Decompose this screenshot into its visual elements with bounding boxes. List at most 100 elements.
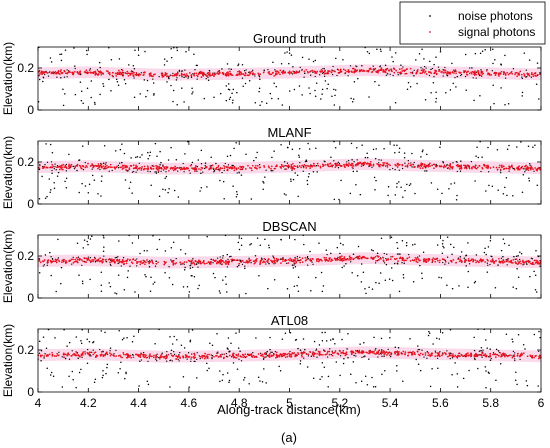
noise-photon bbox=[175, 159, 178, 161]
signal-photon bbox=[259, 73, 262, 76]
noise-photon bbox=[360, 263, 363, 265]
signal-photon bbox=[47, 259, 50, 261]
signal-photon bbox=[490, 74, 493, 76]
signal-photon bbox=[337, 258, 340, 261]
noise-photon bbox=[57, 238, 59, 241]
noise-photon bbox=[79, 81, 82, 83]
y-ticks: 00.2 bbox=[17, 249, 541, 305]
noise-photon bbox=[87, 243, 89, 246]
signal-photon bbox=[270, 165, 273, 168]
signal-photon bbox=[92, 165, 95, 168]
noise-photon bbox=[99, 93, 101, 96]
signal-photon bbox=[227, 263, 230, 265]
signal-photon bbox=[129, 74, 132, 76]
signal-photon bbox=[401, 258, 404, 261]
signal-photon bbox=[118, 261, 121, 264]
signal-photon bbox=[316, 258, 318, 260]
noise-photon bbox=[513, 167, 515, 170]
noise-photon bbox=[91, 168, 93, 170]
noise-photon bbox=[129, 265, 131, 267]
signal-photon bbox=[268, 72, 270, 75]
noise-photon bbox=[514, 379, 517, 382]
photon-points bbox=[38, 234, 542, 295]
signal-photon bbox=[197, 260, 199, 263]
noise-photon bbox=[126, 276, 129, 279]
signal-photon bbox=[424, 165, 427, 168]
signal-photon bbox=[369, 164, 371, 167]
signal-photon bbox=[338, 164, 340, 166]
noise-photon bbox=[468, 369, 470, 372]
signal-photon bbox=[423, 69, 426, 71]
signal-photon bbox=[415, 258, 418, 261]
noise-photon bbox=[42, 336, 45, 338]
noise-photon bbox=[261, 381, 264, 383]
signal-photon bbox=[283, 72, 286, 74]
signal-photon bbox=[132, 71, 135, 73]
noise-photon bbox=[86, 362, 89, 365]
signal-photon bbox=[424, 260, 427, 262]
signal-photon bbox=[322, 353, 324, 356]
noise-photon bbox=[131, 171, 134, 173]
signal-photon bbox=[382, 351, 384, 354]
signal-photon bbox=[88, 69, 91, 71]
signal-photon bbox=[280, 262, 282, 264]
noise-photon bbox=[346, 161, 348, 163]
noise-photon bbox=[516, 267, 518, 270]
signal-photon bbox=[417, 258, 420, 260]
signal-photon bbox=[277, 72, 280, 74]
signal-photon bbox=[94, 70, 97, 73]
noise-photon bbox=[261, 100, 263, 103]
noise-photon bbox=[516, 383, 518, 386]
noise-photon bbox=[343, 357, 345, 360]
noise-photon bbox=[155, 358, 157, 360]
noise-photon bbox=[390, 256, 392, 258]
signal-photon bbox=[97, 163, 100, 165]
signal-photon bbox=[286, 355, 289, 358]
signal-photon bbox=[386, 164, 389, 167]
noise-photon bbox=[465, 265, 467, 267]
noise-photon bbox=[189, 340, 191, 343]
signal-photon bbox=[91, 259, 94, 261]
noise-photon bbox=[279, 370, 282, 372]
noise-photon bbox=[441, 242, 444, 245]
signal-photon bbox=[475, 261, 477, 264]
signal-photon bbox=[351, 166, 354, 168]
signal-photon bbox=[199, 260, 202, 263]
noise-photon bbox=[62, 88, 64, 90]
signal-photon bbox=[285, 168, 288, 170]
signal-photon bbox=[138, 167, 141, 170]
signal-photon bbox=[201, 72, 204, 75]
noise-photon bbox=[329, 339, 332, 341]
signal-photon bbox=[500, 353, 503, 356]
noise-photon bbox=[209, 70, 211, 72]
signal-photon bbox=[535, 261, 538, 263]
noise-photon bbox=[306, 179, 309, 182]
noise-photon bbox=[123, 78, 126, 81]
signal-photon bbox=[215, 262, 218, 265]
signal-photon bbox=[403, 70, 406, 73]
signal-photon bbox=[465, 71, 468, 74]
noise-photon bbox=[451, 253, 453, 255]
noise-photon bbox=[391, 279, 394, 282]
signal-photon bbox=[223, 353, 226, 356]
noise-photon bbox=[435, 163, 437, 166]
signal-photon bbox=[401, 67, 403, 70]
noise-photon bbox=[295, 338, 298, 341]
noise-photon bbox=[171, 360, 173, 362]
signal-photon bbox=[455, 70, 457, 73]
signal-photon bbox=[363, 256, 366, 259]
noise-photon bbox=[475, 254, 478, 256]
signal-photon bbox=[301, 164, 303, 167]
noise-photon bbox=[72, 165, 74, 168]
noise-photon bbox=[173, 189, 176, 192]
signal-photon bbox=[48, 71, 51, 73]
signal-photon bbox=[413, 259, 415, 262]
noise-photon bbox=[115, 293, 118, 295]
signal-photon bbox=[172, 262, 175, 265]
signal-photon bbox=[255, 258, 258, 260]
signal-photon bbox=[356, 350, 358, 353]
noise-photon bbox=[396, 370, 398, 372]
noise-photon bbox=[49, 251, 51, 254]
signal-photon bbox=[193, 356, 195, 359]
signal-photon bbox=[433, 258, 436, 261]
